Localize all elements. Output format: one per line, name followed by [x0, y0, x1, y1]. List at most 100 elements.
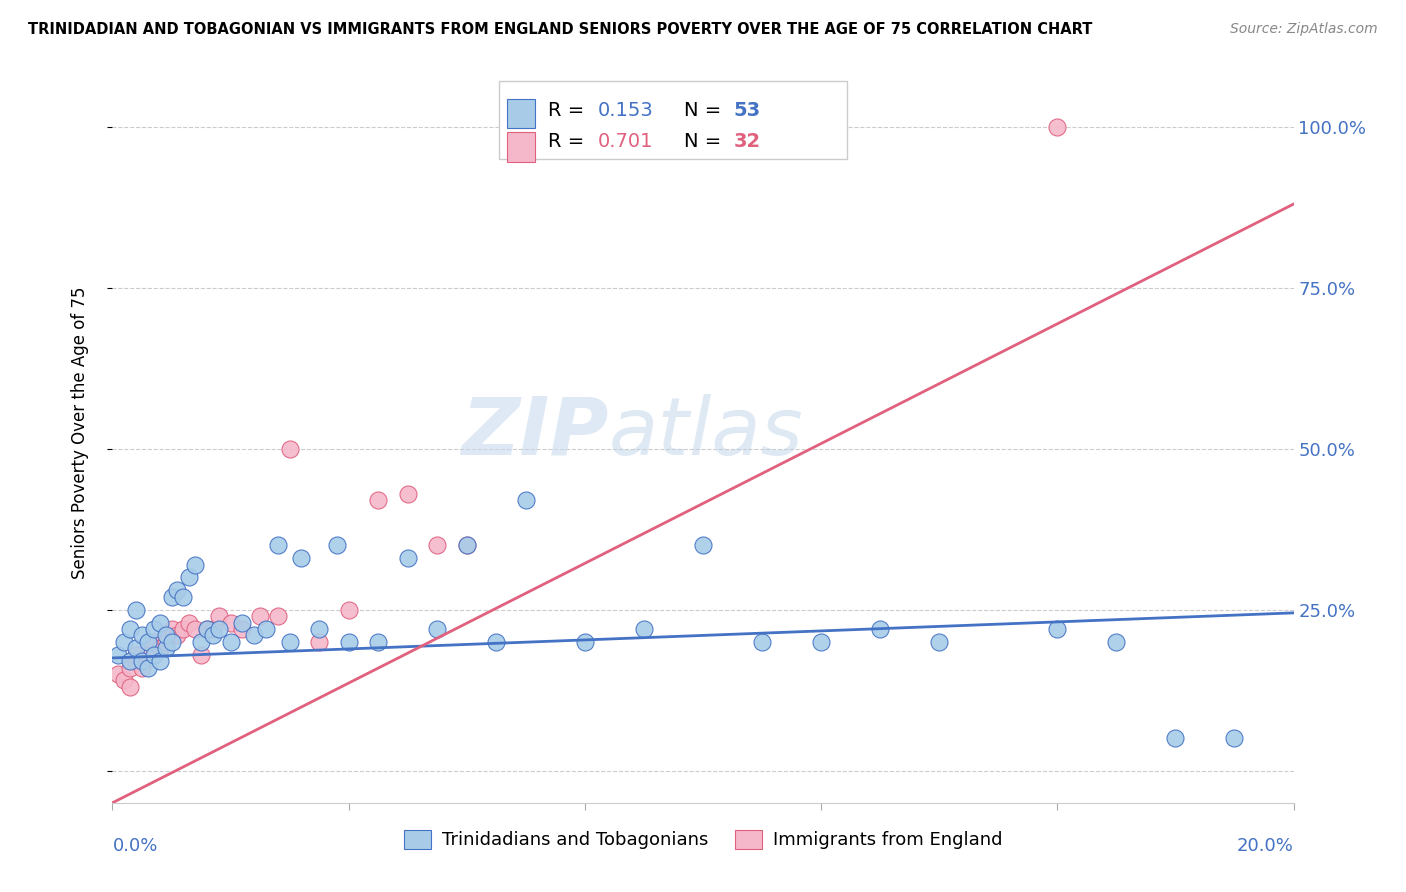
Point [219, 635, 242, 649]
Point [326, 538, 349, 552]
Point [426, 538, 449, 552]
Point [190, 635, 212, 649]
Point [267, 609, 290, 624]
Text: atlas: atlas [609, 393, 803, 472]
FancyBboxPatch shape [499, 81, 846, 159]
Point [120, 654, 142, 668]
Point [1164, 731, 1187, 746]
Text: ZIP: ZIP [461, 393, 609, 472]
Point [1046, 120, 1069, 134]
Text: 53: 53 [734, 101, 761, 120]
Point [125, 602, 148, 616]
Point [278, 635, 301, 649]
Point [195, 622, 218, 636]
Point [142, 635, 165, 649]
Point [1105, 635, 1128, 649]
Point [131, 654, 153, 668]
Point [149, 654, 172, 668]
Point [692, 538, 714, 552]
Text: N =: N = [685, 132, 727, 151]
Point [120, 680, 142, 694]
Point [290, 551, 312, 566]
Point [396, 551, 419, 566]
Point [337, 635, 360, 649]
Text: Source: ZipAtlas.com: Source: ZipAtlas.com [1230, 22, 1378, 37]
Point [120, 622, 142, 636]
Point [1046, 622, 1069, 636]
Point [243, 628, 266, 642]
Point [125, 648, 148, 662]
Point [107, 667, 129, 681]
Text: 0.701: 0.701 [598, 132, 654, 151]
Point [515, 493, 537, 508]
Point [120, 660, 142, 674]
Point [367, 493, 389, 508]
Point [112, 635, 135, 649]
Point [249, 609, 271, 624]
Point [160, 590, 183, 604]
Point [337, 602, 360, 616]
Point [184, 558, 207, 572]
Point [172, 590, 194, 604]
Point [231, 615, 253, 630]
Point [633, 622, 655, 636]
Point [136, 660, 159, 674]
Point [485, 635, 508, 649]
Point [136, 635, 159, 649]
Point [125, 641, 148, 656]
Point [160, 622, 183, 636]
Point [184, 622, 207, 636]
Point [155, 628, 177, 642]
Point [112, 673, 135, 688]
Point [201, 628, 224, 642]
Point [308, 635, 330, 649]
Point [195, 622, 218, 636]
Point [456, 538, 478, 552]
Point [267, 538, 290, 552]
Point [179, 570, 201, 584]
Point [142, 648, 165, 662]
Point [751, 635, 773, 649]
Point [155, 641, 177, 656]
Point [172, 622, 194, 636]
Point [456, 538, 478, 552]
Text: 0.0%: 0.0% [112, 837, 157, 855]
Point [190, 648, 212, 662]
Point [179, 615, 201, 630]
Text: 32: 32 [734, 132, 761, 151]
FancyBboxPatch shape [508, 99, 536, 128]
Text: TRINIDADIAN AND TOBAGONIAN VS IMMIGRANTS FROM ENGLAND SENIORS POVERTY OVER THE A: TRINIDADIAN AND TOBAGONIAN VS IMMIGRANTS… [28, 22, 1092, 37]
Text: 20.0%: 20.0% [1237, 837, 1294, 855]
Point [869, 622, 891, 636]
Text: 0.153: 0.153 [598, 101, 654, 120]
Point [201, 622, 224, 636]
Point [1223, 731, 1246, 746]
Point [278, 442, 301, 456]
Point [107, 648, 129, 662]
Point [155, 635, 177, 649]
Point [308, 622, 330, 636]
Point [125, 654, 148, 668]
Point [231, 622, 253, 636]
Text: R =: R = [548, 101, 591, 120]
Point [160, 635, 183, 649]
Point [810, 635, 832, 649]
Point [254, 622, 277, 636]
Point [219, 615, 242, 630]
Point [208, 622, 231, 636]
Point [142, 622, 165, 636]
Point [149, 615, 172, 630]
Legend: Trinidadians and Tobagonians, Immigrants from England: Trinidadians and Tobagonians, Immigrants… [396, 823, 1010, 856]
Point [166, 628, 188, 642]
Point [426, 622, 449, 636]
Point [574, 635, 596, 649]
Point [136, 648, 159, 662]
FancyBboxPatch shape [508, 132, 536, 161]
Point [928, 635, 950, 649]
Point [166, 583, 188, 598]
Point [208, 609, 231, 624]
Text: N =: N = [685, 101, 727, 120]
Point [396, 487, 419, 501]
Point [149, 641, 172, 656]
Point [131, 660, 153, 674]
